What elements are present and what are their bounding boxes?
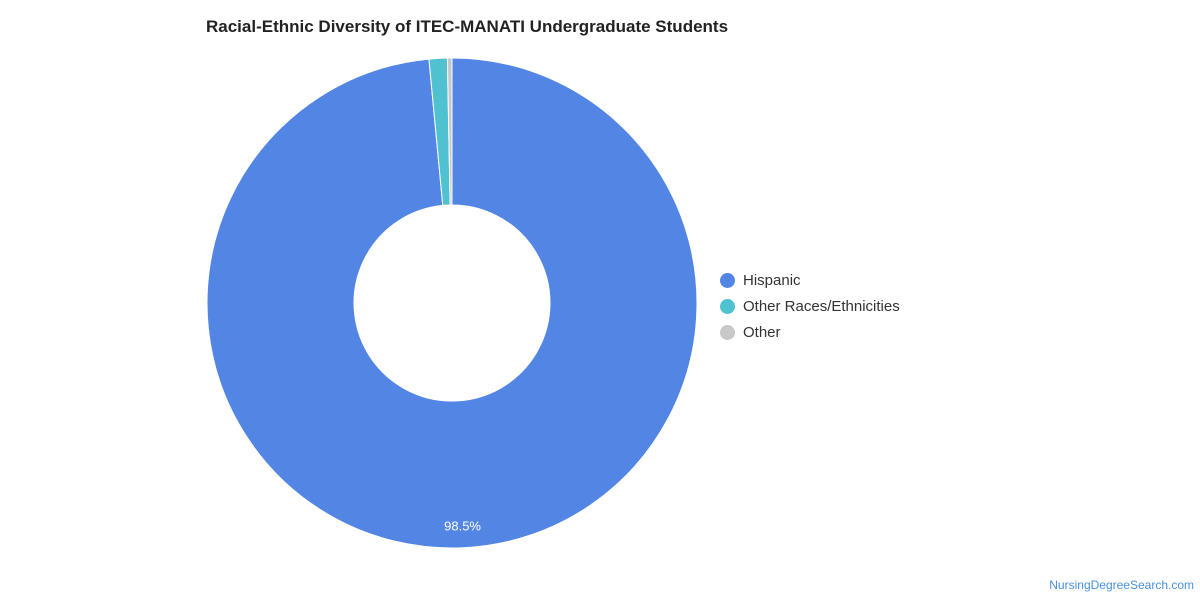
legend-label-other: Other <box>743 323 781 341</box>
legend-label-hispanic: Hispanic <box>743 271 801 289</box>
chart-title: Racial-Ethnic Diversity of ITEC-MANATI U… <box>206 17 729 36</box>
slice-hispanic[interactable] <box>206 57 698 549</box>
data-label-slice-hispanic: 98.5% <box>444 519 481 534</box>
legend-swatch-other-races <box>720 298 735 314</box>
legend-item-hispanic[interactable]: Hispanic <box>720 267 900 293</box>
chart-legend: Hispanic Other Races/Ethnicities Other <box>720 267 900 345</box>
legend-item-other-races[interactable]: Other Races/Ethnicities <box>720 293 900 319</box>
legend-swatch-hispanic <box>720 272 735 288</box>
legend-item-other[interactable]: Other <box>720 319 900 345</box>
source-credit-link[interactable]: NursingDegreeSearch.com <box>1049 578 1194 592</box>
slice-other[interactable] <box>446 57 453 206</box>
legend-swatch-other <box>720 324 735 340</box>
legend-label-other-races: Other Races/Ethnicities <box>743 297 900 315</box>
